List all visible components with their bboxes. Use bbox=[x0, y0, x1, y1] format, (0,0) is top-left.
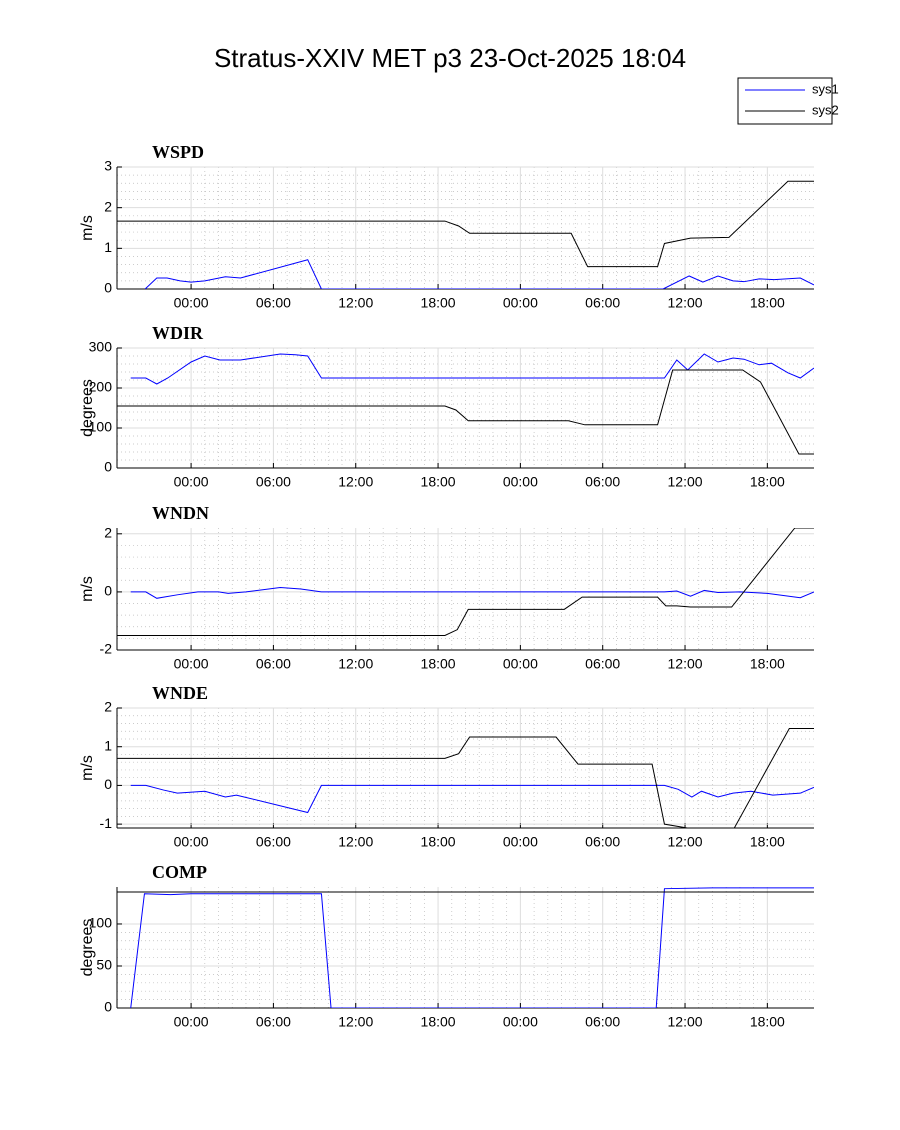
y-tick-label: 1 bbox=[104, 737, 112, 753]
y-tick-label: 0 bbox=[104, 280, 112, 296]
x-tick-label: 18:00 bbox=[750, 1014, 785, 1030]
panel-title: WNDE bbox=[152, 683, 208, 703]
y-tick-label: 0 bbox=[104, 999, 112, 1015]
y-tick-label: 100 bbox=[89, 915, 113, 931]
x-tick-label: 00:00 bbox=[503, 834, 538, 850]
x-tick-label: 06:00 bbox=[585, 295, 620, 311]
y-axis-label: m/s bbox=[79, 576, 96, 602]
x-tick-label: 18:00 bbox=[421, 834, 456, 850]
y-tick-label: 3 bbox=[104, 158, 112, 174]
series-line bbox=[130, 353, 814, 385]
x-tick-label: 06:00 bbox=[256, 295, 291, 311]
x-tick-label: 12:00 bbox=[338, 474, 373, 490]
legend-label: sys2 bbox=[812, 102, 839, 117]
x-tick-label: 18:00 bbox=[421, 656, 456, 672]
y-tick-label: 300 bbox=[89, 339, 113, 355]
x-tick-label: 06:00 bbox=[256, 1014, 291, 1030]
x-tick-label: 00:00 bbox=[503, 295, 538, 311]
y-tick-label: 2 bbox=[104, 699, 112, 715]
figure-title: Stratus-XXIV MET p3 23-Oct-2025 18:04 bbox=[214, 43, 686, 73]
x-tick-label: 18:00 bbox=[421, 1014, 456, 1030]
series-line bbox=[130, 784, 814, 814]
x-tick-label: 00:00 bbox=[174, 656, 209, 672]
x-tick-label: 00:00 bbox=[503, 474, 538, 490]
x-tick-label: 12:00 bbox=[668, 474, 703, 490]
y-tick-label: 0 bbox=[104, 583, 112, 599]
x-tick-label: 00:00 bbox=[503, 1014, 538, 1030]
x-tick-label: 06:00 bbox=[585, 474, 620, 490]
x-tick-label: 18:00 bbox=[421, 295, 456, 311]
y-tick-label: -1 bbox=[100, 815, 113, 831]
x-tick-label: 06:00 bbox=[585, 834, 620, 850]
x-tick-label: 12:00 bbox=[338, 834, 373, 850]
y-tick-label: 2 bbox=[104, 198, 112, 214]
panel-title: COMP bbox=[152, 862, 207, 882]
x-tick-label: 00:00 bbox=[503, 656, 538, 672]
legend-box bbox=[737, 77, 833, 125]
x-tick-label: 12:00 bbox=[668, 656, 703, 672]
x-tick-label: 12:00 bbox=[338, 295, 373, 311]
x-tick-label: 12:00 bbox=[338, 1014, 373, 1030]
y-axis-label: degrees bbox=[79, 379, 96, 437]
y-tick-label: 50 bbox=[96, 957, 112, 973]
series-line bbox=[117, 180, 814, 268]
y-tick-label: 100 bbox=[89, 419, 113, 435]
series-line bbox=[117, 369, 814, 455]
series-line bbox=[117, 728, 814, 828]
x-tick-label: 06:00 bbox=[585, 1014, 620, 1030]
x-tick-label: 00:00 bbox=[174, 295, 209, 311]
x-tick-label: 18:00 bbox=[750, 834, 785, 850]
y-tick-label: 2 bbox=[104, 525, 112, 541]
y-tick-label: 0 bbox=[104, 459, 112, 475]
x-tick-label: 06:00 bbox=[256, 834, 291, 850]
x-tick-label: 18:00 bbox=[421, 474, 456, 490]
y-tick-label: -2 bbox=[100, 641, 113, 657]
x-tick-label: 18:00 bbox=[750, 295, 785, 311]
legend-label: sys1 bbox=[812, 81, 839, 96]
panel-title: WNDN bbox=[152, 503, 209, 523]
y-tick-label: 200 bbox=[89, 379, 113, 395]
x-tick-label: 00:00 bbox=[174, 1014, 209, 1030]
x-tick-label: 06:00 bbox=[585, 656, 620, 672]
x-tick-label: 18:00 bbox=[750, 656, 785, 672]
x-tick-label: 12:00 bbox=[668, 1014, 703, 1030]
y-tick-label: 0 bbox=[104, 776, 112, 792]
x-tick-label: 12:00 bbox=[668, 295, 703, 311]
x-tick-label: 00:00 bbox=[174, 834, 209, 850]
series-line bbox=[117, 528, 814, 636]
y-axis-label: m/s bbox=[79, 755, 96, 781]
x-tick-label: 06:00 bbox=[256, 656, 291, 672]
series-line bbox=[144, 259, 814, 289]
x-tick-label: 00:00 bbox=[174, 474, 209, 490]
y-tick-label: 1 bbox=[104, 239, 112, 255]
panel-title: WDIR bbox=[152, 323, 204, 343]
x-tick-label: 06:00 bbox=[256, 474, 291, 490]
series-line bbox=[130, 587, 814, 599]
y-axis-label: degrees bbox=[79, 919, 96, 977]
x-tick-label: 18:00 bbox=[750, 474, 785, 490]
x-tick-label: 12:00 bbox=[668, 834, 703, 850]
panel-title: WSPD bbox=[152, 142, 204, 162]
x-tick-label: 12:00 bbox=[338, 656, 373, 672]
y-axis-label: m/s bbox=[79, 215, 96, 241]
series-line bbox=[130, 887, 814, 1008]
